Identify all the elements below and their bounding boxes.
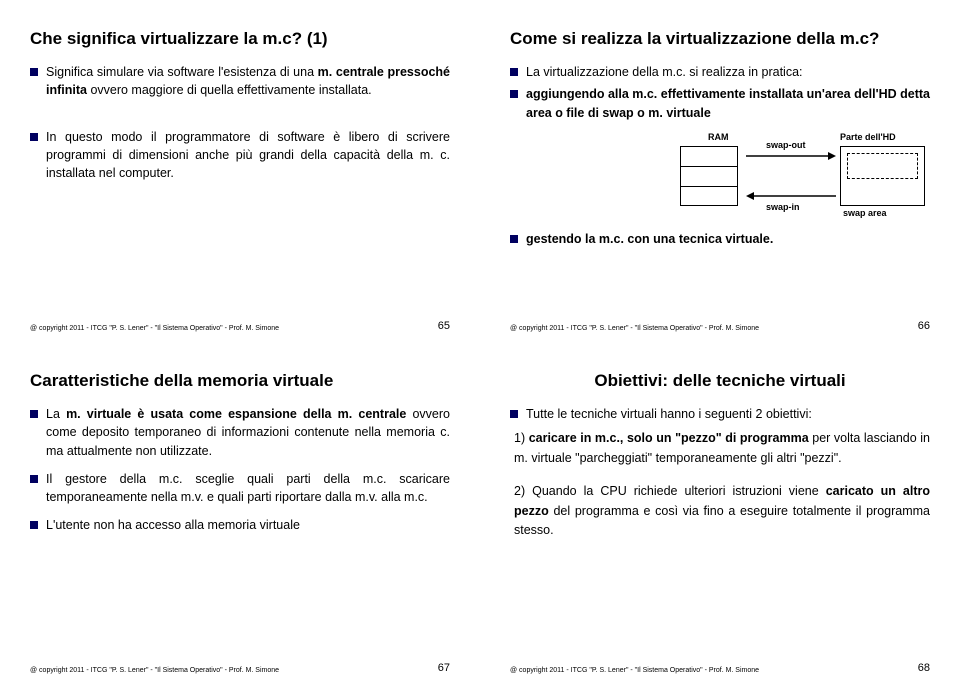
page-number: 67 [438, 662, 450, 674]
page-number: 68 [918, 662, 930, 674]
text: ovvero maggiore di quella effettivamente… [87, 83, 372, 97]
ram-row [681, 167, 737, 187]
bullet-item: gestendo la m.c. con una tecnica virtual… [510, 230, 930, 248]
bullet-item: In questo modo il programmatore di softw… [30, 128, 450, 182]
copyright-text: @ copyright 2011 - ITCG "P. S. Lener" - … [510, 667, 759, 674]
slide-footer: @ copyright 2011 - ITCG "P. S. Lener" - … [510, 662, 930, 674]
bold: gestendo la m.c. con una [526, 232, 679, 246]
swap-out-label: swap-out [766, 140, 806, 150]
objectives-list: 1) caricare in m.c., solo un "pezzo" di … [514, 429, 930, 540]
bold: tecnica virtuale. [679, 232, 774, 246]
hd-swap-region [847, 153, 918, 179]
page-number: 65 [438, 320, 450, 332]
slide-title: Come si realizza la virtualizzazione del… [510, 28, 930, 49]
text: 1) [514, 431, 529, 445]
objective-row: 2) Quando la CPU richiede ulteriori istr… [514, 482, 930, 540]
ram-label: RAM [708, 132, 729, 142]
ram-box [680, 146, 738, 206]
bullet-item: aggiungendo alla m.c. effettivamente ins… [510, 85, 930, 121]
swap-diagram: RAM Parte dell'HD swap-out swap-in swap … [670, 132, 930, 222]
arrow-swap-in [746, 190, 836, 202]
hd-box [840, 146, 925, 206]
text: La [46, 407, 66, 421]
bullet-item: La virtualizzazione della m.c. si realiz… [510, 63, 930, 81]
slide-66: Come si realizza la virtualizzazione del… [480, 0, 960, 342]
slide-68: Obiettivi: delle tecniche virtuali Tutte… [480, 342, 960, 684]
bullet-item: Tutte le tecniche virtuali hanno i segue… [510, 405, 930, 423]
text: 2) Quando la CPU richiede ulteriori istr… [514, 484, 826, 498]
text: del programma e così via fino a eseguire… [514, 504, 930, 537]
bullet-item: La m. virtuale è usata come espansione d… [30, 405, 450, 459]
objective-row: 1) caricare in m.c., solo un "pezzo" di … [514, 429, 930, 468]
slide-content: Significa simulare via software l'esiste… [30, 63, 450, 316]
bullet-item: L'utente non ha accesso alla memoria vir… [30, 516, 450, 534]
slide-title: Obiettivi: delle tecniche virtuali [510, 370, 930, 391]
copyright-text: @ copyright 2011 - ITCG "P. S. Lener" - … [30, 325, 279, 332]
slide-footer: @ copyright 2011 - ITCG "P. S. Lener" - … [510, 320, 930, 332]
slide-67: Caratteristiche della memoria virtuale L… [0, 342, 480, 684]
slide-content: La m. virtuale è usata come espansione d… [30, 405, 450, 658]
bullet-item: Il gestore della m.c. sceglie quali part… [30, 470, 450, 506]
bold: m. virtuale è usata come espansione dell… [66, 407, 406, 421]
arrow-swap-out [746, 150, 836, 162]
hd-label: Parte dell'HD [840, 132, 896, 142]
page-number: 66 [918, 320, 930, 332]
ram-row [681, 187, 737, 207]
slide-footer: @ copyright 2011 - ITCG "P. S. Lener" - … [30, 662, 450, 674]
text: Significa simulare via software l'esiste… [46, 65, 318, 79]
slide-content: La virtualizzazione della m.c. si realiz… [510, 63, 930, 316]
bold: aggiungendo alla m.c. [526, 87, 661, 101]
swap-area-label: swap area [843, 208, 887, 218]
bullet-item: Significa simulare via software l'esiste… [30, 63, 450, 99]
slide-footer: @ copyright 2011 - ITCG "P. S. Lener" - … [30, 320, 450, 332]
slide-title: Caratteristiche della memoria virtuale [30, 370, 450, 391]
slide-content: Tutte le tecniche virtuali hanno i segue… [510, 405, 930, 658]
copyright-text: @ copyright 2011 - ITCG "P. S. Lener" - … [30, 667, 279, 674]
slide-title: Che significa virtualizzare la m.c? (1) [30, 28, 450, 49]
copyright-text: @ copyright 2011 - ITCG "P. S. Lener" - … [510, 325, 759, 332]
bold: di programma [725, 431, 808, 445]
swap-in-label: swap-in [766, 202, 800, 212]
bold: caricare in m.c., solo un "pezzo" [529, 431, 722, 445]
slide-65: Che significa virtualizzare la m.c? (1) … [0, 0, 480, 342]
ram-row [681, 147, 737, 167]
